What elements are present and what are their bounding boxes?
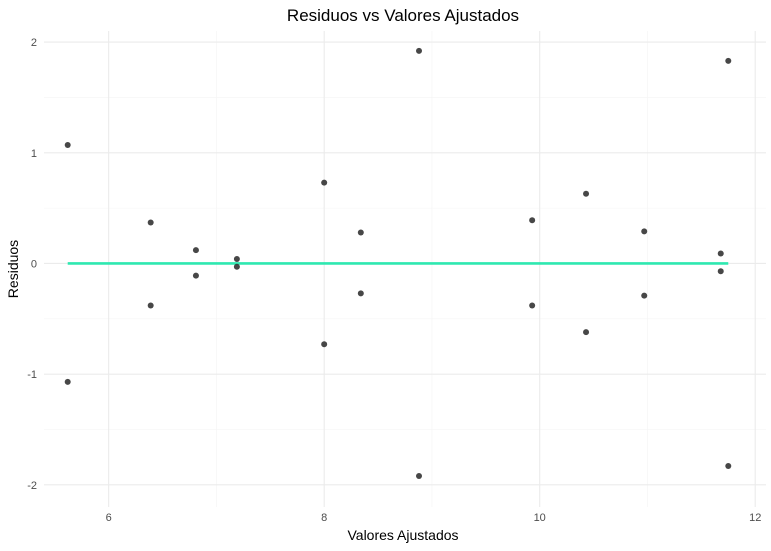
y-tick-labels: -2 -1 0 1 2 [27, 37, 37, 492]
data-point [529, 217, 536, 224]
major-gridlines [44, 31, 766, 507]
x-tick-label: 10 [534, 512, 546, 524]
data-point [717, 268, 724, 275]
data-point [357, 229, 364, 236]
data-point [64, 378, 71, 385]
data-point [641, 228, 648, 235]
data-point [64, 142, 71, 149]
y-tick-label: 0 [31, 258, 37, 270]
data-point [717, 250, 724, 257]
data-point [357, 290, 364, 297]
data-point [583, 329, 590, 336]
data-point [416, 47, 423, 54]
data-point [583, 190, 590, 197]
data-point [529, 302, 536, 309]
y-tick-label: 1 [31, 148, 37, 160]
chart-title: Residuos vs Valores Ajustados [287, 6, 519, 25]
data-point [192, 247, 199, 254]
data-point [147, 219, 154, 226]
y-axis-title: Residuos [5, 240, 21, 298]
x-tick-label: 12 [749, 512, 761, 524]
x-tick-labels: 6 8 10 12 [106, 512, 762, 524]
x-axis-title: Valores Ajustados [347, 527, 458, 543]
y-tick-label: 2 [31, 37, 37, 49]
data-point [321, 341, 328, 348]
y-tick-label: -1 [27, 369, 37, 381]
data-point [641, 292, 648, 299]
minor-gridlines [44, 31, 766, 507]
x-tick-label: 8 [321, 512, 327, 524]
data-point [192, 272, 199, 279]
data-points-layer [64, 47, 732, 480]
data-point [147, 302, 154, 309]
y-tick-label: -2 [27, 480, 37, 492]
data-point [321, 179, 328, 186]
data-point [233, 263, 240, 270]
data-point [725, 57, 732, 64]
x-tick-label: 6 [106, 512, 112, 524]
data-point [233, 256, 240, 263]
data-point [725, 463, 732, 470]
data-point [416, 473, 423, 480]
